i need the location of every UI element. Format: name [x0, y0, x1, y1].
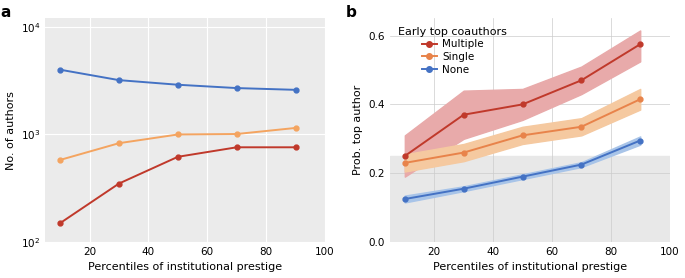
Bar — [390, 156, 670, 242]
X-axis label: Percentiles of institutional prestige: Percentiles of institutional prestige — [433, 262, 627, 272]
Y-axis label: Prob. top author: Prob. top author — [353, 85, 363, 175]
Text: a: a — [1, 5, 11, 20]
Y-axis label: No. of authors: No. of authors — [5, 91, 16, 170]
Text: b: b — [345, 5, 356, 20]
Legend: Multiple, Single, None: Multiple, Single, None — [395, 24, 510, 78]
X-axis label: Percentiles of institutional prestige: Percentiles of institutional prestige — [88, 262, 282, 272]
